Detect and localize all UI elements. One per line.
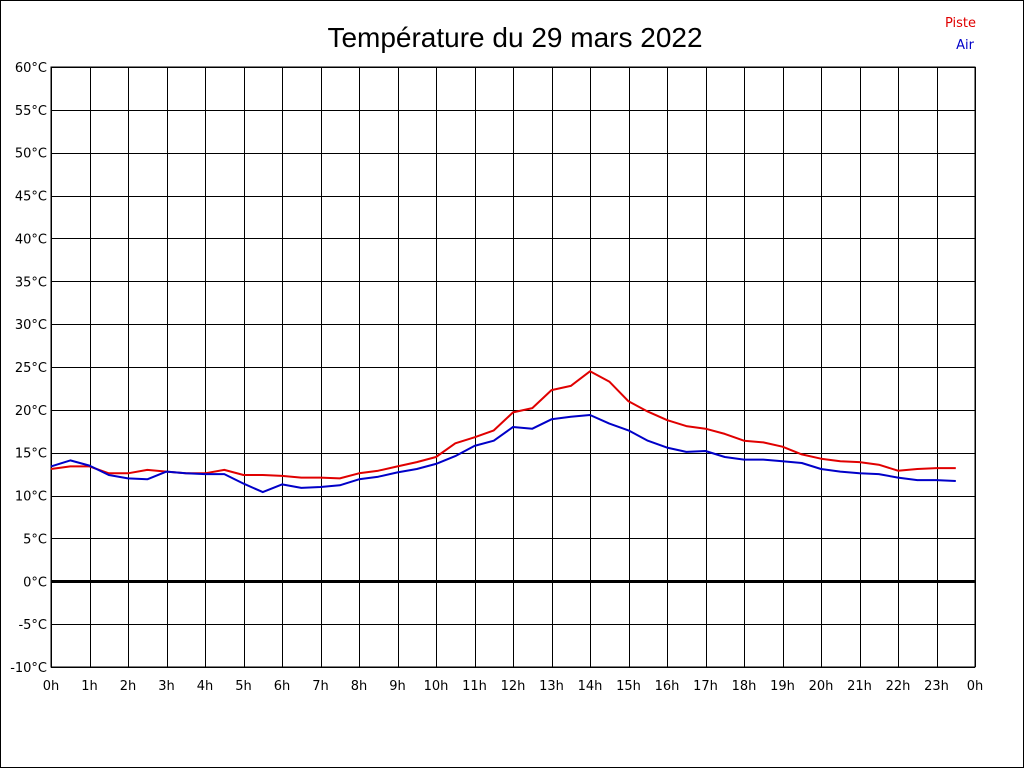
x-tick-label: 13h [539,679,564,694]
y-tick-label: 30°C [15,318,47,333]
y-tick-label: 25°C [15,361,47,376]
y-tick-label: 5°C [23,532,47,547]
x-tick-label: 14h [578,679,603,694]
y-tick-label: 15°C [15,447,47,462]
x-tick-label: 0h [967,679,984,694]
x-tick-label: 17h [693,679,718,694]
y-tick-label: 55°C [15,104,47,119]
x-tick-label: 18h [732,679,757,694]
x-tick-label: 11h [462,679,487,694]
y-tick-label: 35°C [15,275,47,290]
grid [50,66,976,668]
y-tick-label: 60°C [15,61,47,76]
x-tick-label: 6h [274,679,291,694]
x-tick-label: 4h [197,679,214,694]
y-tick-label: 0°C [23,575,47,590]
x-tick-label: 21h [847,679,872,694]
y-tick-label: 20°C [15,404,47,419]
x-tick-label: 1h [81,679,98,694]
y-tick-label: 40°C [15,232,47,247]
x-tick-label: 8h [351,679,368,694]
x-tick-label: 0h [43,679,60,694]
y-tick-label: 45°C [15,190,47,205]
x-tick-label: 7h [312,679,329,694]
x-tick-label: 23h [924,679,949,694]
chart-title: Température du 29 mars 2022 [327,22,702,53]
x-tick-label: 2h [120,679,137,694]
x-tick-label: 3h [158,679,175,694]
x-tick-label: 19h [770,679,795,694]
y-tick-label: -10°C [10,661,47,676]
axis-tick-labels: 60°C 55°C 50°C 45°C 40°C 35°C 30°C 25°C 20°C 15°C… [10,61,983,694]
series-layer [50,370,956,494]
x-tick-label: 9h [389,679,406,694]
x-tick-label: 16h [655,679,680,694]
x-tick-label: 20h [809,679,834,694]
legend-entry-air: Air [956,38,975,53]
y-tick-label: 10°C [15,490,47,505]
legend-entry-piste: Piste [945,16,976,31]
x-tick-label: 22h [886,679,911,694]
series-line-air [50,414,956,494]
x-tick-label: 15h [616,679,641,694]
x-tick-label: 12h [501,679,526,694]
y-tick-label: -5°C [18,618,47,633]
x-tick-label: 10h [424,679,449,694]
y-tick-label: 50°C [15,147,47,162]
x-tick-label: 5h [235,679,252,694]
